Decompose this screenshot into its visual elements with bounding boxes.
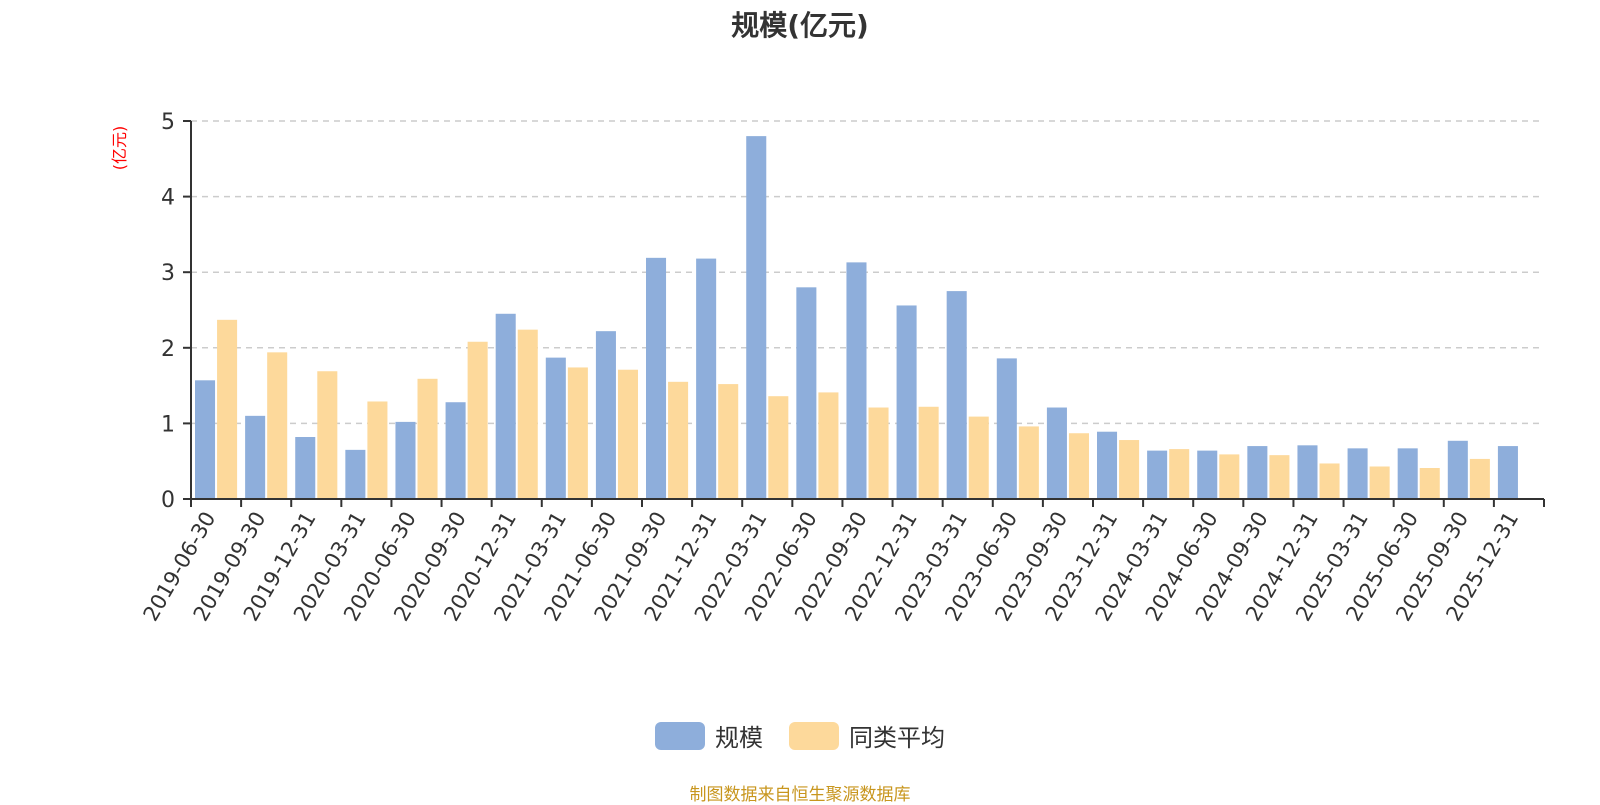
bar-scale-2024-03-31[interactable] xyxy=(1147,450,1168,499)
bar-scale-2021-06-30[interactable] xyxy=(595,331,616,499)
bar-scale-2020-09-30[interactable] xyxy=(445,402,466,499)
grid-lines xyxy=(191,120,1544,425)
bar-scale-2021-09-30[interactable] xyxy=(646,257,667,499)
bar-peer-average-2021-03-31[interactable] xyxy=(567,367,588,499)
bar-scale-2019-06-30[interactable] xyxy=(195,380,216,499)
bar-scale-2021-03-31[interactable] xyxy=(545,357,566,499)
chart-title: 规模(亿元) xyxy=(731,9,869,42)
bar-peer-average-2023-06-30[interactable] xyxy=(1018,426,1039,499)
y-tick-labels: 0 1 2 3 4 5 xyxy=(161,110,175,513)
legend-item-peer-average[interactable]: 同类平均 xyxy=(789,718,945,753)
y-tick-label-1: 1 xyxy=(161,412,175,437)
bar-scale-2022-09-30[interactable] xyxy=(846,262,867,499)
legend-swatch-scale xyxy=(655,721,705,750)
bar-scale-2022-03-31[interactable] xyxy=(746,136,767,499)
bar-peer-average-2020-03-31[interactable] xyxy=(367,401,388,499)
legend-label-peer-average: 同类平均 xyxy=(849,724,945,752)
y-tick-label-5: 5 xyxy=(161,110,175,135)
data-source-note: 制图数据来自恒生聚源数据库 xyxy=(689,785,911,805)
bar-peer-average-2019-12-31[interactable] xyxy=(317,371,338,499)
bar-scale-2019-09-30[interactable] xyxy=(245,415,266,499)
axes xyxy=(183,120,1545,507)
bar-scale-2024-09-30[interactable] xyxy=(1247,446,1268,499)
bar-scale-2019-12-31[interactable] xyxy=(295,437,316,499)
bar-scale-2022-06-30[interactable] xyxy=(796,287,817,499)
bar-peer-average-2024-12-31[interactable] xyxy=(1319,463,1340,499)
bar-scale-2023-06-30[interactable] xyxy=(996,358,1017,499)
bar-peer-average-2020-06-30[interactable] xyxy=(417,378,438,499)
bar-scale-2021-12-31[interactable] xyxy=(696,258,717,499)
bar-scale-2020-03-31[interactable] xyxy=(345,449,366,499)
bar-peer-average-2023-12-31[interactable] xyxy=(1119,440,1140,499)
y-tick-label-3: 3 xyxy=(161,261,175,286)
bar-scale-2025-03-31[interactable] xyxy=(1347,448,1368,499)
bar-peer-average-2024-09-30[interactable] xyxy=(1269,455,1290,499)
bar-peer-average-2023-09-30[interactable] xyxy=(1068,433,1089,499)
bar-scale-2022-12-31[interactable] xyxy=(896,305,917,499)
bar-peer-average-2022-09-30[interactable] xyxy=(868,407,889,499)
bar-scale-2024-06-30[interactable] xyxy=(1197,450,1218,499)
legend-item-scale[interactable]: 规模 xyxy=(655,718,763,753)
bar-scale-2020-12-31[interactable] xyxy=(495,313,516,499)
x-tick-labels: 2019-06-302019-09-302019-12-312020-03-31… xyxy=(139,507,1524,625)
bar-peer-average-2020-09-30[interactable] xyxy=(467,341,488,499)
bar-peer-average-2021-06-30[interactable] xyxy=(617,369,638,499)
bar-peer-average-2024-03-31[interactable] xyxy=(1169,449,1190,499)
bar-scale-2025-06-30[interactable] xyxy=(1397,448,1418,499)
bar-scale-2023-09-30[interactable] xyxy=(1046,407,1067,499)
bar-scale-2023-03-31[interactable] xyxy=(946,291,967,499)
bar-peer-average-2022-12-31[interactable] xyxy=(918,406,939,499)
bar-scale-2020-06-30[interactable] xyxy=(395,421,416,499)
y-tick-label-4: 4 xyxy=(161,186,175,211)
bar-peer-average-2025-09-30[interactable] xyxy=(1469,458,1490,499)
bar-peer-average-2019-09-30[interactable] xyxy=(267,352,288,499)
bar-peer-average-2020-12-31[interactable] xyxy=(517,329,538,499)
bar-peer-average-2022-06-30[interactable] xyxy=(818,392,839,499)
bar-scale-2023-12-31[interactable] xyxy=(1097,431,1118,499)
bar-peer-average-2022-03-31[interactable] xyxy=(768,396,789,499)
bar-peer-average-2021-09-30[interactable] xyxy=(668,381,689,499)
legend-label-scale: 规模 xyxy=(715,724,763,752)
bar-peer-average-2024-06-30[interactable] xyxy=(1219,454,1240,499)
bar-scale-2025-12-31[interactable] xyxy=(1497,446,1518,499)
y-tick-label-2: 2 xyxy=(161,337,175,362)
bar-peer-average-2025-03-31[interactable] xyxy=(1369,466,1390,499)
bar-scale-2024-12-31[interactable] xyxy=(1297,445,1318,499)
bar-peer-average-2021-12-31[interactable] xyxy=(718,384,739,499)
y-tick-label-0: 0 xyxy=(161,488,175,513)
bar-peer-average-2025-06-30[interactable] xyxy=(1419,468,1440,499)
bar-peer-average-2019-06-30[interactable] xyxy=(217,319,238,499)
bar-peer-average-2023-03-31[interactable] xyxy=(968,416,989,499)
bars xyxy=(195,136,1518,499)
legend-swatch-peer-average xyxy=(789,721,839,750)
bar-scale-2025-09-30[interactable] xyxy=(1447,440,1468,499)
legend: 规模 同类平均 xyxy=(0,718,1600,753)
